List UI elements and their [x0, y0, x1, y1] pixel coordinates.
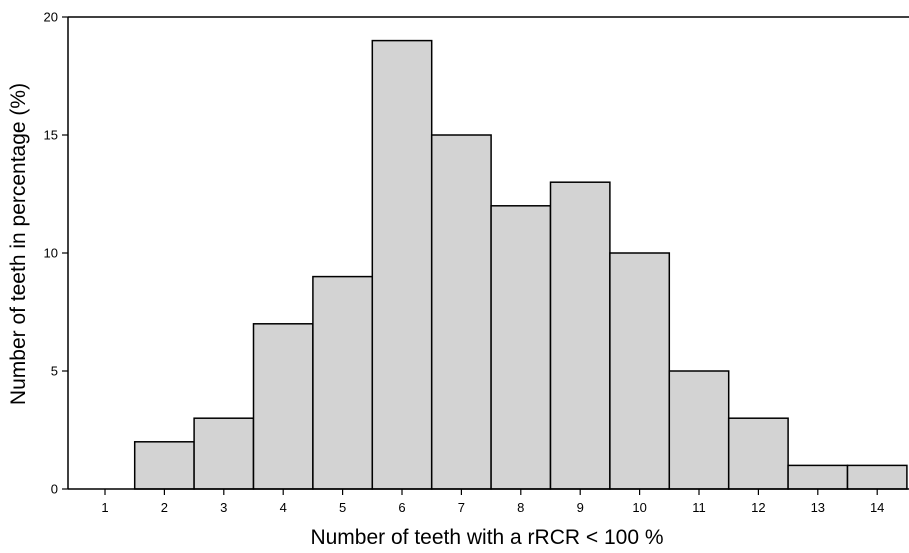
histogram-bar: [846, 464, 908, 490]
histogram-bar: [787, 464, 849, 490]
histogram-bar: [609, 252, 671, 490]
histogram-bar: [193, 417, 255, 490]
x-tick-label: 2: [161, 500, 168, 515]
y-tick-label: 20: [44, 10, 58, 25]
x-tick-label: 1: [101, 500, 108, 515]
x-tick-label: 9: [577, 500, 584, 515]
histogram-bar: [252, 323, 314, 490]
x-axis-title: Number of teeth with a rRCR < 100 %: [310, 526, 663, 548]
histogram-bar: [727, 417, 789, 490]
histogram-bar: [549, 181, 611, 490]
x-tick-label: 4: [280, 500, 287, 515]
x-tick-label: 3: [220, 500, 227, 515]
y-axis-title: Number of teeth in percentage (%): [7, 83, 30, 405]
histogram-bar: [668, 370, 730, 490]
x-tick-label: 13: [811, 500, 825, 515]
histogram-bar: [490, 205, 552, 490]
bars-layer: [133, 39, 908, 490]
x-tick-label: 7: [458, 500, 465, 515]
histogram-bar: [430, 134, 492, 490]
y-tick-label: 0: [51, 482, 58, 497]
histogram-bar: [133, 441, 195, 490]
x-tick-label: 14: [870, 500, 884, 515]
x-tick-label: 10: [632, 500, 646, 515]
y-tick-label: 5: [51, 364, 58, 379]
x-tick-label: 12: [751, 500, 765, 515]
x-tick-label: 6: [398, 500, 405, 515]
x-tick-label: 8: [517, 500, 524, 515]
histogram-bar: [371, 39, 433, 490]
x-tick-label: 11: [692, 500, 706, 515]
y-tick-label: 10: [44, 246, 58, 261]
histogram-bar: [312, 275, 374, 490]
x-tick-label: 5: [339, 500, 346, 515]
y-tick-label: 15: [44, 128, 58, 143]
